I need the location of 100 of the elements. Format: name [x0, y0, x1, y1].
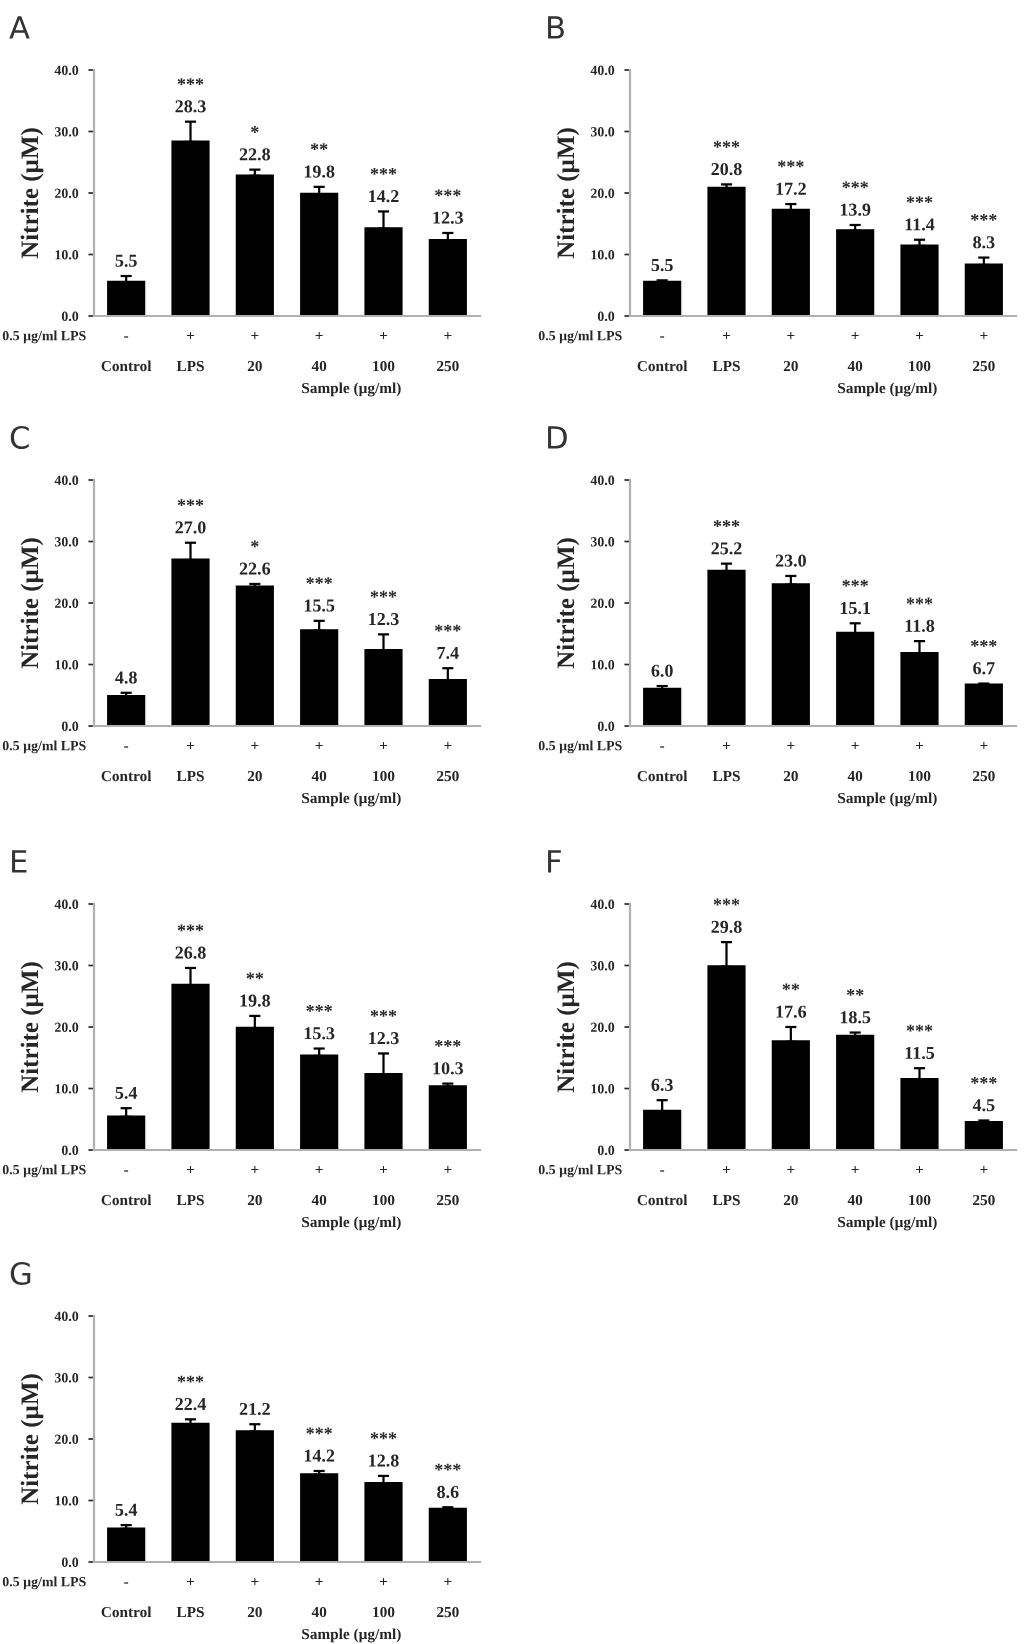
data-label: 6.0	[651, 664, 673, 677]
annotation: **	[846, 989, 864, 996]
bar	[900, 244, 939, 316]
data-label: 12.8	[369, 1454, 399, 1467]
annotation: ***	[370, 1009, 397, 1017]
y-axis-title: Nitrite (µM)	[20, 538, 44, 669]
data-label: 6.7	[973, 662, 995, 675]
annotation: ***	[306, 1004, 332, 1012]
annotation: ***	[713, 520, 740, 527]
annotation: ***	[971, 640, 997, 647]
data-label: 14.2	[304, 1449, 335, 1462]
annotation: ***	[177, 499, 204, 506]
annotation: ***	[842, 579, 868, 587]
bar	[836, 229, 875, 316]
data-label: 5.4	[115, 1503, 138, 1516]
annotation: ***	[177, 924, 204, 932]
data-label: 15.3	[304, 1027, 335, 1040]
bar	[235, 585, 274, 726]
data-label: 15.5	[304, 599, 335, 612]
data-label: 8.3	[973, 236, 995, 249]
bar	[964, 1120, 1003, 1150]
bar	[707, 569, 746, 726]
annotation: **	[782, 983, 800, 991]
data-label: 12.3	[369, 613, 399, 626]
y-axis-title: Nitrite (µM)	[20, 962, 44, 1093]
bar	[964, 683, 1003, 726]
bar	[364, 1481, 403, 1562]
annotation: **	[246, 972, 264, 980]
bar	[900, 1077, 939, 1150]
chart-title: A	[9, 16, 30, 39]
y-axis-title: Nitrite (µM)	[20, 128, 44, 259]
data-label: 4.8	[115, 671, 137, 684]
bar	[428, 1085, 467, 1150]
annotation: ***	[713, 898, 740, 906]
bar	[107, 280, 146, 316]
bar	[771, 208, 810, 316]
data-label: 5.5	[651, 259, 673, 272]
data-label: 11.5	[905, 1046, 935, 1060]
annotation: ***	[306, 1427, 332, 1435]
data-label: 10.3	[433, 1062, 464, 1075]
data-label: 21.2	[239, 1402, 270, 1416]
y-axis-title: Nitrite (µM)	[20, 1374, 44, 1505]
data-label: 11.4	[905, 218, 935, 231]
annotation: ***	[778, 160, 804, 168]
annotation: ***	[435, 1463, 461, 1471]
bar	[643, 687, 682, 726]
bar	[707, 186, 746, 316]
annotation: ***	[370, 167, 397, 175]
data-label: 28.3	[175, 100, 206, 113]
y-axis-title: Nitrite (µM)	[556, 962, 580, 1093]
data-label: 23.0	[775, 554, 806, 567]
annotation: ***	[306, 577, 332, 585]
bar	[428, 238, 467, 316]
annotation: ***	[177, 1375, 204, 1383]
data-label: 5.5	[115, 254, 137, 267]
data-label: 12.3	[369, 1032, 399, 1045]
annotation: ***	[906, 1024, 933, 1032]
chart-title: E	[12, 850, 27, 873]
annotation: ***	[842, 181, 868, 189]
bar	[300, 629, 339, 726]
chart-title: B	[548, 16, 564, 39]
bar	[300, 1473, 339, 1562]
annotation: **	[310, 143, 328, 151]
bar	[643, 280, 682, 316]
data-label: 13.9	[840, 203, 871, 216]
bar	[107, 695, 146, 726]
annotation: ***	[713, 140, 740, 148]
data-label: 22.4	[175, 1397, 206, 1411]
data-label: 25.2	[711, 542, 742, 555]
bar	[235, 1430, 274, 1562]
data-label: 18.5	[840, 1011, 871, 1024]
data-label: 7.4	[437, 646, 459, 660]
data-label: 14.2	[369, 190, 399, 203]
data-label: 20.8	[711, 162, 742, 176]
data-label: 29.8	[711, 920, 742, 933]
bar	[771, 583, 810, 726]
data-label: 19.8	[304, 165, 335, 178]
data-label: 11.8	[905, 619, 935, 632]
annotation: ***	[435, 624, 461, 632]
data-label: 5.4	[115, 1086, 138, 1100]
chart-title: F	[548, 850, 561, 873]
annotation: ***	[971, 214, 997, 221]
bar	[428, 1507, 467, 1562]
data-label: 8.6	[437, 1485, 459, 1499]
annotation: ***	[370, 590, 397, 598]
bar	[836, 631, 875, 726]
annotation: ***	[971, 1076, 997, 1084]
data-label: 12.3	[433, 211, 464, 224]
bar	[235, 174, 274, 316]
y-axis-title: Nitrite (µM)	[556, 538, 580, 669]
data-label: 19.8	[240, 994, 271, 1007]
annotation: ***	[435, 1040, 461, 1047]
data-label: 22.6	[239, 562, 271, 575]
bar	[836, 1034, 875, 1150]
bar	[300, 192, 339, 316]
bar	[964, 263, 1003, 316]
annotation: ***	[435, 189, 461, 197]
bar	[107, 1115, 146, 1150]
bar	[300, 1054, 339, 1150]
chart-title: D	[548, 426, 567, 449]
